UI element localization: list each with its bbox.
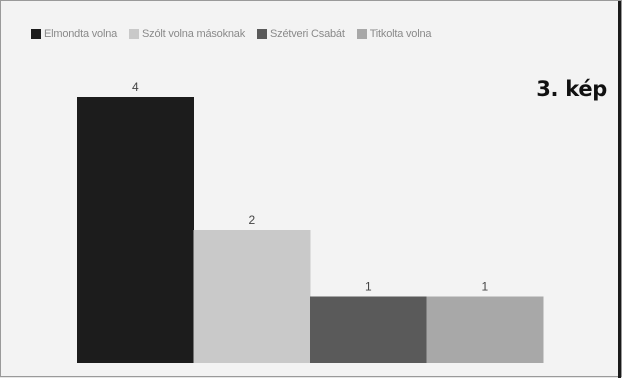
data-label-3: 1 xyxy=(365,280,372,294)
legend-item-titkolta-volna: Titkolta volna xyxy=(356,28,432,40)
legend-swatch xyxy=(356,29,367,39)
legend-label: Elmondta volna xyxy=(44,28,118,40)
legend-label: Szétveri Csabát xyxy=(270,28,345,40)
data-label-1: 4 xyxy=(132,80,139,94)
bar-4 xyxy=(426,296,544,363)
bar-1 xyxy=(77,97,194,363)
bar-2 xyxy=(193,230,311,363)
legend-swatch xyxy=(31,29,41,39)
legend-swatch xyxy=(129,29,140,39)
legend-swatch xyxy=(257,29,268,39)
frame-right-edge xyxy=(618,1,621,378)
data-label-4: 1 xyxy=(481,280,488,294)
legend-label: Szólt volna másoknak xyxy=(142,28,246,40)
legend-item-elmondta-volna: Elmondta volna xyxy=(31,28,117,40)
legend-label: Titkolta volna xyxy=(369,28,432,40)
data-labels-layer: 4 2 1 1 xyxy=(132,80,488,294)
bars-layer xyxy=(77,97,544,363)
bar-3 xyxy=(310,296,427,363)
legend-item-szolt-volna-masoknak: Szólt volna másoknak xyxy=(129,28,245,40)
legend-item-szetveri-csabat: Szétveri Csabát xyxy=(257,28,345,40)
data-label-2: 2 xyxy=(248,213,255,227)
figure-caption: 3. kép xyxy=(536,77,607,101)
chart-legend: Elmondta volna Szólt volna másoknak Szét… xyxy=(31,28,431,40)
